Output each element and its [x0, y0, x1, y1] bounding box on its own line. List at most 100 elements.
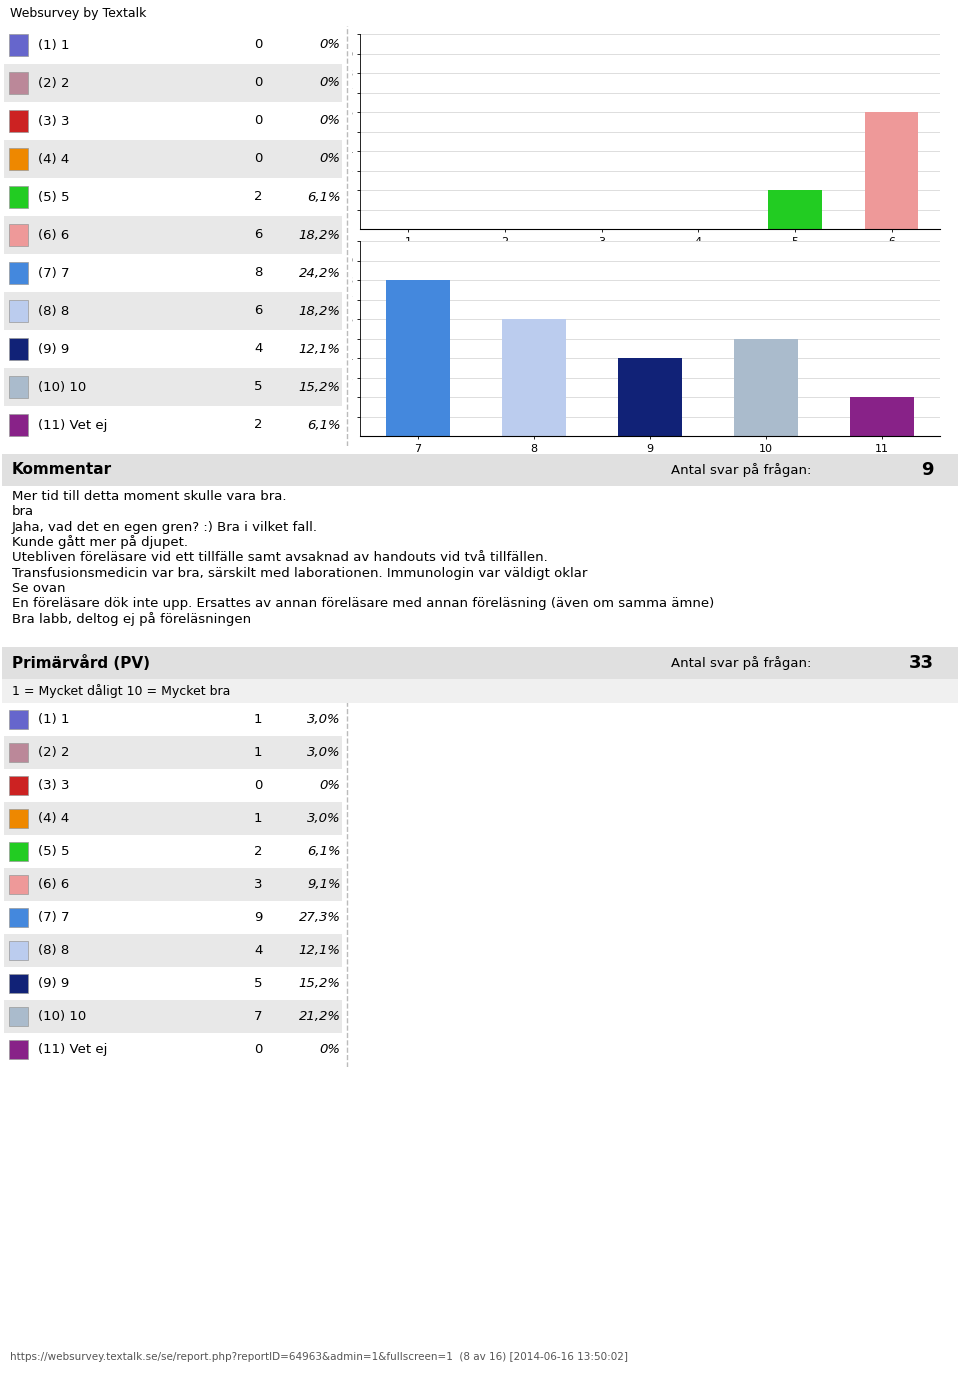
Text: 18,2%: 18,2%	[299, 228, 341, 242]
Text: 5: 5	[253, 978, 262, 990]
Text: 0%: 0%	[320, 114, 341, 128]
Text: Antal svar på frågan:: Antal svar på frågan:	[671, 463, 811, 477]
Text: (7) 7: (7) 7	[38, 912, 69, 924]
Text: Utebliven föreläsare vid ett tillfälle samt avsaknad av handouts vid två tillfäl: Utebliven föreläsare vid ett tillfälle s…	[12, 551, 547, 564]
Text: Se ovan: Se ovan	[12, 582, 65, 595]
Text: bra: bra	[12, 506, 34, 518]
Bar	[865, 111, 919, 230]
Text: Transfusionsmedicin var bra, särskilt med laborationen. Immunologin var väldigt : Transfusionsmedicin var bra, särskilt me…	[12, 566, 587, 579]
Text: 3,0%: 3,0%	[307, 714, 341, 726]
Bar	[9, 842, 28, 861]
Bar	[9, 1006, 28, 1026]
Text: (5) 5: (5) 5	[38, 846, 69, 858]
Bar	[9, 300, 28, 322]
Text: Kunde gått mer på djupet.: Kunde gått mer på djupet.	[12, 535, 187, 550]
Bar	[851, 397, 914, 436]
Bar	[672, 946, 725, 972]
Text: (7) 7: (7) 7	[38, 267, 69, 279]
Bar	[382, 946, 435, 972]
Bar	[9, 874, 28, 894]
Text: (2) 2: (2) 2	[38, 747, 69, 759]
Text: 12,1%: 12,1%	[299, 342, 341, 356]
Text: 5: 5	[253, 381, 262, 393]
Text: (9) 9: (9) 9	[38, 342, 69, 356]
Text: 6: 6	[254, 228, 262, 242]
Bar	[9, 33, 28, 56]
Text: 9,1%: 9,1%	[307, 879, 341, 891]
Bar	[9, 1040, 28, 1059]
Text: (8) 8: (8) 8	[38, 304, 69, 318]
Text: 2: 2	[253, 846, 262, 858]
Text: 18,2%: 18,2%	[299, 304, 341, 318]
Text: (1) 1: (1) 1	[38, 714, 69, 726]
Text: 3,0%: 3,0%	[307, 747, 341, 759]
Text: 0: 0	[254, 77, 262, 89]
Text: 4: 4	[254, 945, 262, 957]
Text: 0: 0	[254, 780, 262, 792]
Text: (6) 6: (6) 6	[38, 879, 69, 891]
Text: (8) 8: (8) 8	[38, 945, 69, 957]
Text: 33: 33	[909, 654, 934, 672]
Text: 15,2%: 15,2%	[299, 381, 341, 393]
Text: 0%: 0%	[320, 77, 341, 89]
Bar	[9, 941, 28, 960]
Text: 24,2%: 24,2%	[299, 267, 341, 279]
Text: 0: 0	[254, 1044, 262, 1056]
Text: Antal svar på frågan:: Antal svar på frågan:	[671, 656, 811, 670]
Bar	[9, 710, 28, 729]
Text: 0%: 0%	[320, 780, 341, 792]
Bar	[9, 908, 28, 927]
Bar	[9, 414, 28, 436]
Text: 8: 8	[254, 267, 262, 279]
Text: 0%: 0%	[320, 1044, 341, 1056]
Text: (10) 10: (10) 10	[38, 1011, 86, 1023]
Bar	[9, 742, 28, 762]
Text: 0%: 0%	[320, 38, 341, 51]
Text: (5) 5: (5) 5	[38, 191, 69, 204]
Text: 15,2%: 15,2%	[299, 978, 341, 990]
Text: En föreläsare dök inte upp. Ersattes av annan föreläsare med annan föreläsning (: En föreläsare dök inte upp. Ersattes av …	[12, 597, 714, 610]
Text: 12,1%: 12,1%	[299, 945, 341, 957]
Text: (9) 9: (9) 9	[38, 978, 69, 990]
Text: 27,3%: 27,3%	[299, 912, 341, 924]
Bar	[865, 892, 919, 972]
Text: (3) 3: (3) 3	[38, 114, 69, 128]
Text: 9: 9	[922, 461, 934, 478]
Text: https://websurvey.textalk.se/se/report.php?reportID=64963&admin=1&fullscreen=1  : https://websurvey.textalk.se/se/report.p…	[10, 1353, 628, 1363]
Bar	[386, 280, 450, 436]
Text: (11) Vet ej: (11) Vet ej	[38, 1044, 108, 1056]
Text: 6,1%: 6,1%	[307, 418, 341, 432]
Text: (2) 2: (2) 2	[38, 77, 69, 89]
Text: (1) 1: (1) 1	[38, 38, 69, 51]
Bar	[9, 72, 28, 95]
Text: 21,2%: 21,2%	[299, 1011, 341, 1023]
Bar	[9, 224, 28, 246]
Text: 0%: 0%	[320, 153, 341, 165]
Text: Bra labb, deltog ej på föreläsningen: Bra labb, deltog ej på föreläsningen	[12, 612, 251, 626]
Bar	[768, 920, 822, 972]
Text: 2: 2	[253, 418, 262, 432]
Text: 0: 0	[254, 153, 262, 165]
Text: Jaha, vad det en egen gren? :) Bra i vilket fall.: Jaha, vad det en egen gren? :) Bra i vil…	[12, 521, 318, 534]
Text: (11) Vet ej: (11) Vet ej	[38, 418, 108, 432]
Text: 0: 0	[254, 38, 262, 51]
Bar	[9, 147, 28, 170]
Text: 0: 0	[254, 114, 262, 128]
Text: 7: 7	[253, 1011, 262, 1023]
Text: Mer tid till detta moment skulle vara bra.: Mer tid till detta moment skulle vara br…	[12, 490, 286, 503]
Text: (10) 10: (10) 10	[38, 381, 86, 393]
Text: 1 = Mycket dåligt 10 = Mycket bra: 1 = Mycket dåligt 10 = Mycket bra	[12, 683, 230, 698]
Text: 3,0%: 3,0%	[307, 813, 341, 825]
Bar	[618, 358, 682, 436]
Text: 6,1%: 6,1%	[307, 191, 341, 204]
Text: Kommentar: Kommentar	[12, 462, 111, 477]
Text: 1: 1	[253, 813, 262, 825]
Bar	[9, 110, 28, 132]
Text: (4) 4: (4) 4	[38, 153, 69, 165]
Bar	[768, 190, 822, 230]
Bar	[502, 319, 565, 436]
Text: (3) 3: (3) 3	[38, 780, 69, 792]
Text: 4: 4	[254, 342, 262, 356]
Text: 2: 2	[253, 191, 262, 204]
Bar	[478, 946, 532, 972]
